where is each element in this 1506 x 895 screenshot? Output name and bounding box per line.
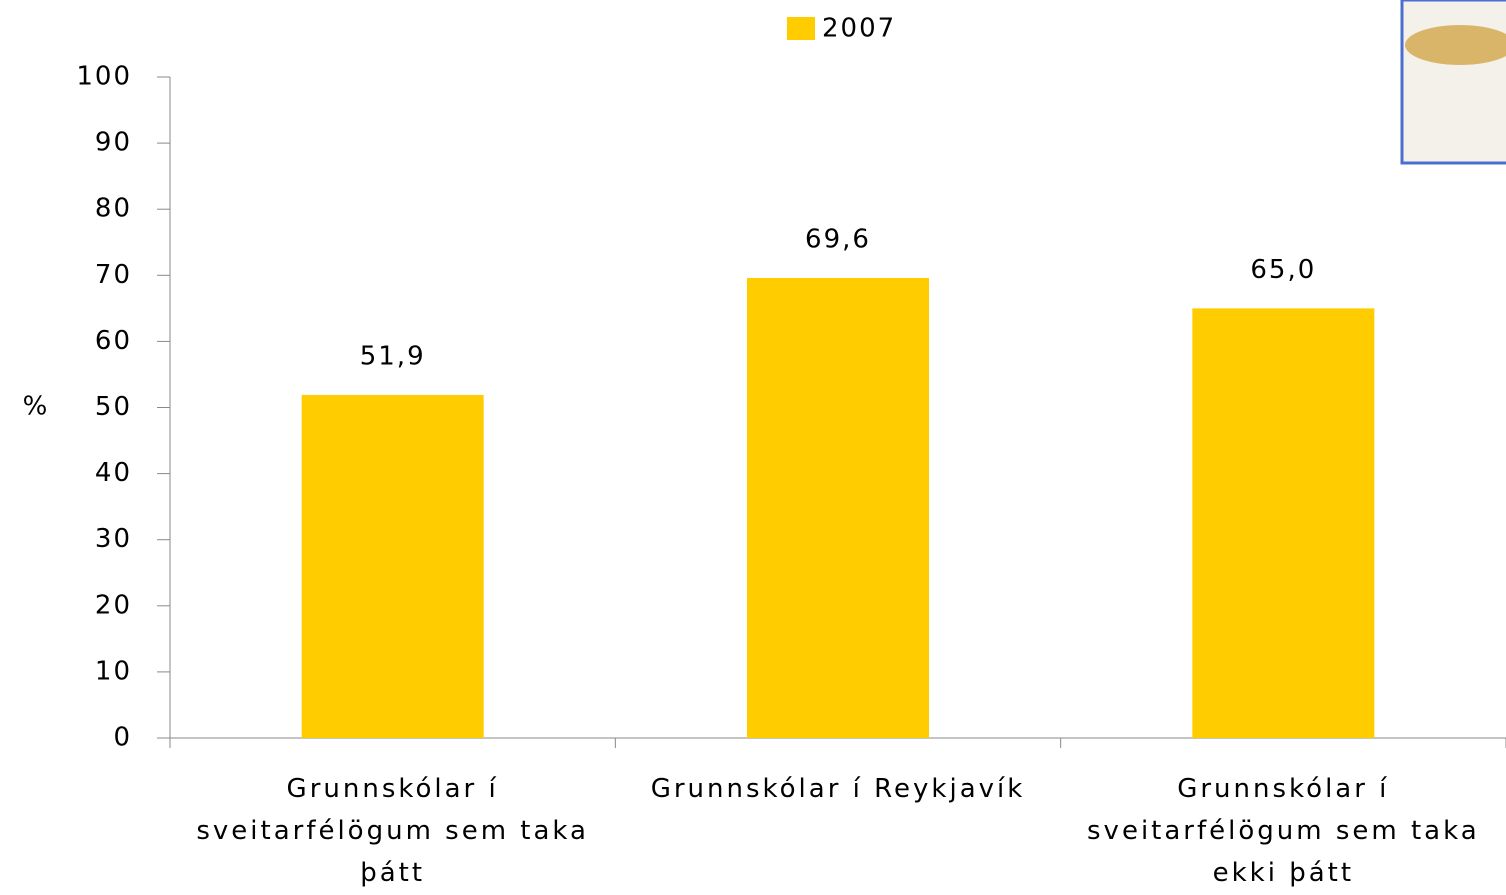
chart: % 0 10 20 30 40 50 60 70 80 90 100 51,9 69,6 65,0 2007	[0, 0, 1506, 895]
y-tick-label: 30	[95, 524, 132, 554]
value-label: 69,6	[805, 224, 871, 254]
x-tick-label: Grunnskólar í sveitarfélögum sem taka þá…	[183, 768, 603, 894]
chart-container: % 0 10 20 30 40 50 60 70 80 90 100 51,9 69,6 65,0 2007…	[0, 0, 1506, 895]
y-tick-label: 10	[95, 656, 132, 686]
y-axis-label: %	[23, 392, 50, 422]
y-tick-label: 60	[95, 326, 132, 356]
y-tick-label: 80	[95, 194, 132, 224]
x-tick-label: Grunnskólar í sveitarfélögum sem taka ek…	[1073, 768, 1493, 894]
corner-image	[1402, 0, 1506, 163]
bar	[747, 278, 929, 738]
bar	[1192, 308, 1374, 738]
bar	[302, 395, 484, 738]
value-label: 51,9	[360, 341, 426, 371]
value-label: 65,0	[1250, 255, 1316, 285]
y-tick-label: 40	[95, 458, 132, 488]
y-tick-label: 100	[76, 62, 132, 92]
x-tick-label: Grunnskólar í Reykjavík	[628, 768, 1048, 810]
legend-swatch	[787, 17, 815, 40]
legend-label: 2007	[822, 14, 896, 44]
y-tick-label: 0	[113, 723, 132, 753]
y-tick-label: 50	[95, 392, 132, 422]
y-tick-label: 90	[95, 128, 132, 158]
y-tick-label: 70	[95, 260, 132, 290]
y-tick-label: 20	[95, 590, 132, 620]
